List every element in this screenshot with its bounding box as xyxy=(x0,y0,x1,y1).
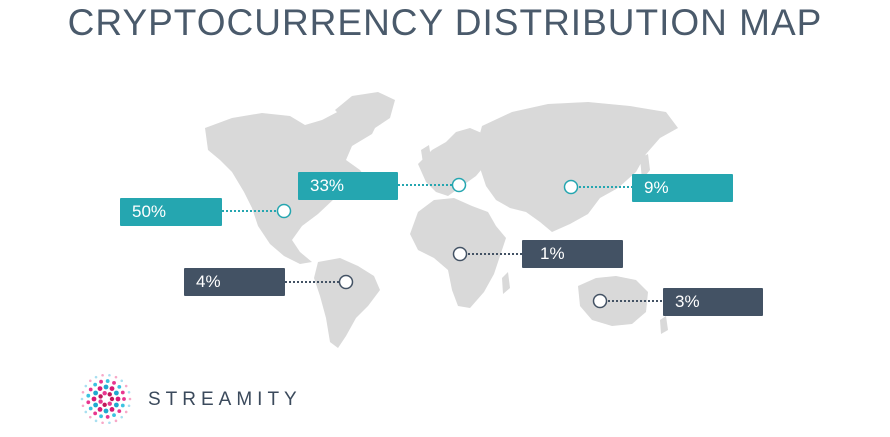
logo-dot xyxy=(98,394,103,399)
logo-dot xyxy=(107,392,112,397)
logo-dot xyxy=(114,375,118,379)
logo-dot xyxy=(117,409,122,414)
label-east-asia: 9% xyxy=(632,174,733,202)
logo-dot xyxy=(93,382,98,387)
logo-dot xyxy=(81,390,85,394)
logo-dot xyxy=(80,397,84,401)
logo-dot xyxy=(109,396,115,402)
marker-north-america xyxy=(276,203,292,219)
logo-dot xyxy=(94,419,98,423)
logo-dot xyxy=(108,373,111,377)
logo-dot xyxy=(84,384,88,388)
continent-japan xyxy=(640,154,650,180)
logo-dot xyxy=(86,393,91,398)
logo-dot xyxy=(101,373,104,377)
continent-europe xyxy=(418,128,490,196)
logo-dot xyxy=(88,415,92,419)
logo-dot xyxy=(112,413,116,418)
continent-madagascar xyxy=(502,272,510,294)
logo-dot xyxy=(103,408,109,414)
logo-dot xyxy=(97,406,103,412)
logo-dot xyxy=(107,401,112,406)
logo-dot xyxy=(93,411,98,416)
logo-dot xyxy=(109,386,115,392)
logo-dot xyxy=(124,384,128,388)
logo-dot xyxy=(127,390,131,394)
logo-dot xyxy=(124,410,128,414)
logo-dot xyxy=(122,397,126,401)
brand-name: STREAMITY xyxy=(148,389,302,410)
logo-dot xyxy=(94,375,98,379)
marker-europe xyxy=(451,177,467,193)
logo-dot xyxy=(128,397,132,401)
continent-new-zealand xyxy=(660,316,668,334)
logo-dot xyxy=(81,404,85,408)
logo-dot xyxy=(113,390,119,396)
logo-dot xyxy=(84,410,88,414)
continent-greenland xyxy=(335,92,395,130)
logo-dot xyxy=(93,390,99,396)
logo-dot xyxy=(109,406,115,412)
logo-dot xyxy=(120,415,124,419)
logo-dot xyxy=(120,390,125,395)
location-markers xyxy=(276,177,608,309)
continent-uk xyxy=(421,145,431,163)
label-australia: 3% xyxy=(663,288,763,316)
logo-dot xyxy=(117,384,122,389)
label-south-america: 4% xyxy=(184,268,285,296)
logo-dot xyxy=(120,403,125,408)
logo-dot xyxy=(127,404,131,408)
logo-dot xyxy=(120,379,124,383)
logo-dot xyxy=(101,421,104,425)
continent-south-america xyxy=(314,258,380,348)
logo-dot xyxy=(102,402,107,408)
logo-dot xyxy=(93,402,99,408)
logo-dot xyxy=(86,400,91,405)
logo-dot xyxy=(102,390,107,396)
continent-north-america xyxy=(205,108,380,264)
label-africa: 1% xyxy=(522,240,623,268)
logo-dot xyxy=(112,380,116,385)
label-europe: 33% xyxy=(298,172,398,200)
logo-dot xyxy=(103,384,109,390)
logo-dot xyxy=(91,396,97,402)
logo-dot xyxy=(97,386,103,392)
label-north-america: 50% xyxy=(120,198,222,226)
marker-africa xyxy=(452,246,468,262)
logo-dot xyxy=(115,396,121,402)
connector-lines xyxy=(222,184,663,302)
logo-dot xyxy=(99,414,103,419)
logo-dot xyxy=(88,387,93,392)
streamity-logo-icon xyxy=(80,373,132,425)
logo-dot xyxy=(88,406,93,411)
page-title: CRYPTOCURRENCY DISTRIBUTION MAP xyxy=(67,2,823,43)
marker-east-asia xyxy=(563,179,579,195)
logo-dot xyxy=(113,402,119,408)
logo-dot xyxy=(114,419,118,423)
logo-dot xyxy=(88,379,92,383)
logo-dot xyxy=(99,379,103,384)
logo-dot xyxy=(105,379,110,383)
marker-south-america xyxy=(338,274,354,290)
continents xyxy=(205,92,678,348)
logo-dot xyxy=(108,421,111,425)
logo-dot xyxy=(98,399,103,404)
continent-asia xyxy=(476,102,678,232)
logo-dot xyxy=(105,415,110,419)
marker-australia xyxy=(592,293,608,309)
